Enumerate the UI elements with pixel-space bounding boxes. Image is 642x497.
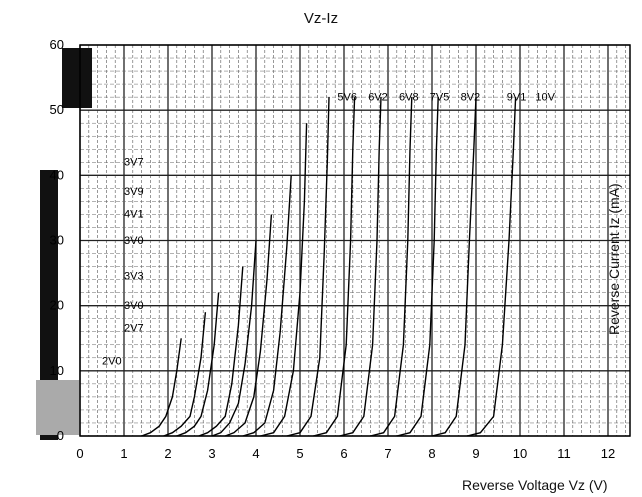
y-tick-label: 30 xyxy=(50,233,64,248)
series-curve xyxy=(339,97,382,437)
series-curve xyxy=(198,266,244,437)
series-label: 3V3 xyxy=(124,271,144,283)
y-axis-block xyxy=(36,380,80,435)
x-tick-label: 11 xyxy=(557,446,571,461)
series-curve xyxy=(467,97,517,437)
plot-frame xyxy=(79,44,631,437)
series-label: 10V xyxy=(535,91,555,103)
x-tick-label: 12 xyxy=(601,446,615,461)
series-curve xyxy=(431,97,477,437)
series-label: 8V2 xyxy=(461,91,481,103)
x-tick-label: 4 xyxy=(252,446,259,461)
y-tick-label: 50 xyxy=(50,102,64,117)
x-tick-label: 7 xyxy=(384,446,391,461)
y-axis-block xyxy=(40,170,58,440)
series-curve xyxy=(370,97,413,437)
y-tick-label: 20 xyxy=(50,298,64,313)
series-curve xyxy=(176,292,220,437)
series-label: 5V6 xyxy=(337,91,357,103)
axes xyxy=(36,44,631,440)
x-tick-label: 8 xyxy=(428,446,435,461)
y-tick-label: 40 xyxy=(50,167,64,182)
y-axis-block xyxy=(62,48,92,108)
series-curve xyxy=(286,97,330,437)
series-label: 9V1 xyxy=(507,91,527,103)
x-axis-label: Reverse Voltage Vz (V) xyxy=(462,477,608,493)
x-tick-label: 0 xyxy=(76,446,83,461)
series-curve xyxy=(313,97,356,437)
x-tick-label: 6 xyxy=(340,446,347,461)
series-label: 3V9 xyxy=(124,186,144,198)
series-labels: 5V6 6V2 6V8 7V5 8V2 9V1 10V 3V7 3V9 4V1 3V0 3V3 3V0 2… xyxy=(102,91,556,367)
x-tick-label: 3 xyxy=(208,446,215,461)
series-curve xyxy=(242,175,292,437)
series-lines xyxy=(141,97,517,437)
series-label: 4V1 xyxy=(124,209,144,221)
series-label: 2V0 xyxy=(102,355,122,367)
series-label: 2V7 xyxy=(124,323,144,335)
series-label: 3V0 xyxy=(124,300,144,312)
series-curve xyxy=(211,240,257,437)
series-label: 6V8 xyxy=(399,91,419,103)
series-curve xyxy=(224,214,273,437)
x-tick-label: 1 xyxy=(120,446,127,461)
x-tick-label: 9 xyxy=(472,446,479,461)
series-curve xyxy=(163,312,207,437)
series-curve xyxy=(260,123,308,437)
y-tick-label: 10 xyxy=(50,363,64,378)
grid xyxy=(79,44,630,437)
series-curve xyxy=(396,97,439,437)
y-tick-label: 60 xyxy=(50,37,64,52)
series-curve xyxy=(141,338,182,437)
series-label: 3V0 xyxy=(124,235,144,247)
x-tick-label: 10 xyxy=(513,446,527,461)
x-tick-label: 2 xyxy=(164,446,171,461)
chart-title: Vz-Iz xyxy=(303,10,339,27)
x-tick-label: 5 xyxy=(296,446,303,461)
series-label: 3V7 xyxy=(124,157,144,169)
series-label: 7V5 xyxy=(430,91,450,103)
y-axis-label: Reverse Current Iz (mA) xyxy=(606,183,622,335)
series-label: 6V2 xyxy=(368,91,388,103)
y-tick-label: 0 xyxy=(57,428,64,443)
